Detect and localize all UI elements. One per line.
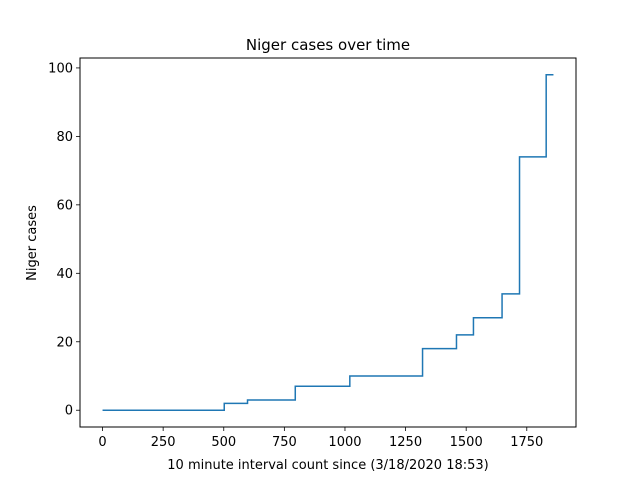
y-tick-label: 80 <box>56 130 73 145</box>
x-tick-label: 1750 <box>510 435 543 450</box>
x-tick-label: 1000 <box>328 435 361 450</box>
y-tick-label: 100 <box>48 61 73 76</box>
plot-area <box>80 58 576 427</box>
y-tick-label: 0 <box>65 404 73 419</box>
x-tick-label: 1250 <box>389 435 422 450</box>
y-axis-ticks: 0 20 40 60 80 100 <box>48 61 80 419</box>
chart-title: Niger cases over time <box>246 36 410 54</box>
x-axis-ticks: 0 250 500 750 1000 1250 1500 1750 <box>98 427 543 450</box>
y-tick-label: 20 <box>56 335 73 350</box>
x-tick-label: 250 <box>151 435 176 450</box>
plot-lines <box>102 74 554 411</box>
y-axis-label: Niger cases <box>25 205 40 281</box>
series-line-0 <box>102 74 554 411</box>
x-axis-label: 10 minute interval count since (3/18/202… <box>167 458 488 473</box>
x-tick-label: 1500 <box>450 435 483 450</box>
x-tick-label: 500 <box>211 435 236 450</box>
x-tick-label: 0 <box>98 435 106 450</box>
plot-frame <box>79 57 577 428</box>
y-tick-label: 60 <box>56 198 73 213</box>
x-tick-label: 750 <box>272 435 297 450</box>
y-tick-label: 40 <box>56 267 73 282</box>
